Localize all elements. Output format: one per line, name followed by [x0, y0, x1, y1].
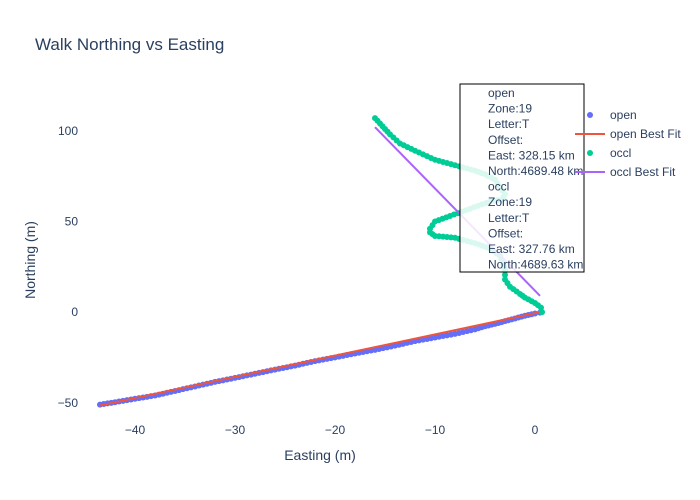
legend-item-occl-best-fit[interactable]: occl Best Fit: [575, 165, 676, 179]
legend-swatch: [587, 150, 593, 156]
chart-title: Walk Northing vs Easting: [35, 35, 224, 54]
legend[interactable]: open open Best Fit occl occl Best Fit: [575, 108, 681, 179]
y-tick-label: 0: [71, 305, 78, 319]
annotation-line: North:4689.48 km: [488, 164, 583, 178]
legend-label: occl: [610, 146, 631, 160]
legend-swatch: [587, 112, 593, 118]
legend-label: open: [610, 108, 637, 122]
open-best-fit-line: [99, 311, 541, 407]
x-tick-label: −30: [225, 423, 246, 437]
annotation-line: Letter:T: [488, 211, 530, 225]
y-tick-label: −50: [58, 396, 79, 410]
y-axis: −50 0 50 100: [58, 124, 79, 410]
occl-point: [538, 304, 544, 311]
y-axis-title: Northing (m): [22, 221, 38, 299]
x-tick-label: −40: [125, 423, 146, 437]
annotation-line: Letter:T: [488, 117, 530, 131]
occl-point: [539, 309, 545, 316]
annotation-line: open: [488, 86, 515, 100]
legend-item-occl[interactable]: occl: [587, 146, 631, 160]
legend-item-open-best-fit[interactable]: open Best Fit: [575, 127, 681, 141]
x-tick-label: −10: [425, 423, 446, 437]
occl-point: [502, 271, 508, 278]
x-axis: −40 −30 −20 −10 0: [125, 423, 539, 437]
y-tick-label: 50: [65, 214, 79, 228]
annotation-line: North:4689.63 km: [488, 258, 583, 272]
annotation-line: Offset:: [488, 133, 523, 147]
annotation-frame: [459, 83, 585, 273]
annotation-line: East: 327.76 km: [488, 242, 575, 256]
annotation-line: East: 328.15 km: [488, 148, 575, 162]
annotation-line: Offset:: [488, 226, 523, 240]
x-tick-label: −20: [325, 423, 346, 437]
annotation-line: occl: [488, 180, 509, 194]
legend-item-open[interactable]: open: [587, 108, 637, 122]
legend-label: open Best Fit: [610, 127, 681, 141]
y-tick-label: 100: [58, 124, 78, 138]
annotation-line: Zone:19: [488, 195, 532, 209]
x-axis-title: Easting (m): [284, 447, 356, 463]
x-tick-label: 0: [532, 423, 539, 437]
legend-label: occl Best Fit: [610, 165, 676, 179]
annotation-line: Zone:19: [488, 102, 532, 116]
